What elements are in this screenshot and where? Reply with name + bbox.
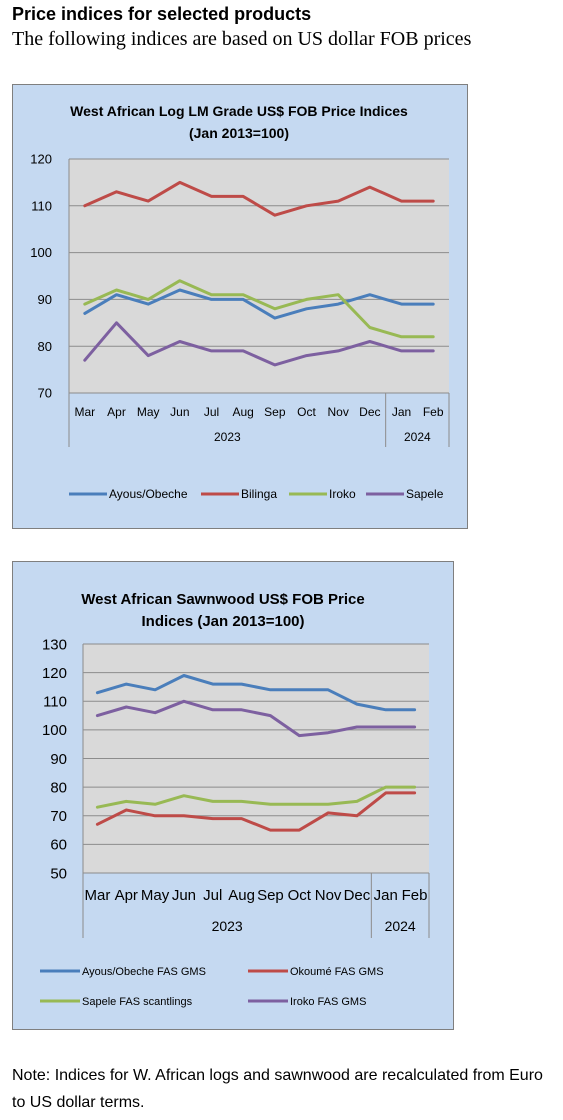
x-tick-label: Apr xyxy=(115,887,138,904)
sawnwood-price-chart-panel: West African Sawnwood US$ FOB Price Indic… xyxy=(12,561,454,1030)
series-line xyxy=(95,674,417,712)
y-tick-label: 70 xyxy=(50,808,67,825)
sawnwood-price-chart: West African Sawnwood US$ FOB Price Indic… xyxy=(40,591,430,1008)
legend-label: Ayous/Obeche FAS GMS xyxy=(82,966,206,978)
legend-label: Bilinga xyxy=(241,487,277,501)
x-tick-label: Nov xyxy=(315,887,342,904)
legend-label: Sapele FAS scantlings xyxy=(82,996,193,1008)
x-tick-label: Jan xyxy=(392,405,411,419)
page-heading: Price indices for selected products xyxy=(12,4,312,24)
series-line xyxy=(83,279,435,339)
year-group-label: 2024 xyxy=(404,430,431,444)
x-tick-label: Aug xyxy=(228,887,255,904)
page-subheading: The following indices are based on US do… xyxy=(12,28,472,50)
x-tick-label: Dec xyxy=(359,405,380,419)
y-tick-label: 80 xyxy=(38,339,52,354)
y-tick-label: 100 xyxy=(42,722,67,739)
y-tick-label: 130 xyxy=(42,636,67,653)
x-tick-label: Jun xyxy=(170,405,189,419)
x-tick-label: Oct xyxy=(288,887,312,904)
series-line xyxy=(95,699,417,738)
series-line xyxy=(83,321,435,367)
x-tick-label: Feb xyxy=(423,405,444,419)
legend-label: Iroko xyxy=(329,487,356,501)
y-tick-label: 50 xyxy=(50,865,67,882)
y-tick-label: 80 xyxy=(50,779,67,796)
x-tick-label: Jul xyxy=(204,405,219,419)
x-tick-label: Jul xyxy=(203,887,222,904)
log-price-chart-panel: West African Log LM Grade US$ FOB Price … xyxy=(12,84,468,529)
y-tick-label: 90 xyxy=(50,751,67,768)
legend-label: Okoumé FAS GMS xyxy=(290,966,384,978)
chart-title: West African Sawnwood US$ FOB Price xyxy=(81,591,364,608)
x-tick-label: Aug xyxy=(232,405,253,419)
chart-subtitle: (Jan 2013=100) xyxy=(189,125,289,141)
legend-label: Ayous/Obeche xyxy=(109,487,188,501)
y-tick-label: 120 xyxy=(30,152,52,167)
series-line xyxy=(95,791,417,832)
year-group-label: 2023 xyxy=(212,918,243,934)
x-tick-label: May xyxy=(141,887,170,904)
series-line xyxy=(95,785,417,809)
x-tick-label: Sep xyxy=(257,887,284,904)
x-tick-label: Jan xyxy=(374,887,398,904)
x-tick-label: Dec xyxy=(344,887,371,904)
x-tick-label: Oct xyxy=(297,405,316,419)
legend-label: Iroko FAS GMS xyxy=(290,996,366,1008)
y-tick-label: 70 xyxy=(38,386,52,401)
x-tick-label: Mar xyxy=(74,405,95,419)
year-group-label: 2024 xyxy=(385,918,416,934)
y-tick-label: 120 xyxy=(42,665,67,682)
footnote: Note: Indices for W. African logs and sa… xyxy=(12,1067,543,1111)
y-tick-label: 110 xyxy=(43,694,67,711)
x-tick-label: Sep xyxy=(264,405,286,419)
y-tick-label: 60 xyxy=(50,837,67,854)
chart-subtitle: Indices (Jan 2013=100) xyxy=(141,613,304,630)
x-tick-label: Mar xyxy=(84,887,110,904)
log-price-chart: West African Log LM Grade US$ FOB Price … xyxy=(30,103,450,501)
series-line xyxy=(83,180,435,217)
legend-label: Sapele xyxy=(406,487,444,501)
y-tick-label: 110 xyxy=(31,198,52,213)
year-group-label: 2023 xyxy=(214,430,241,444)
x-tick-label: Jun xyxy=(172,887,196,904)
x-tick-label: May xyxy=(137,405,160,419)
chart-title: West African Log LM Grade US$ FOB Price … xyxy=(70,103,408,119)
y-tick-label: 100 xyxy=(30,245,52,260)
x-tick-label: Feb xyxy=(402,887,428,904)
y-tick-label: 90 xyxy=(38,292,52,307)
series-line xyxy=(83,288,435,320)
x-tick-label: Nov xyxy=(327,405,348,419)
x-tick-label: Apr xyxy=(107,405,126,419)
